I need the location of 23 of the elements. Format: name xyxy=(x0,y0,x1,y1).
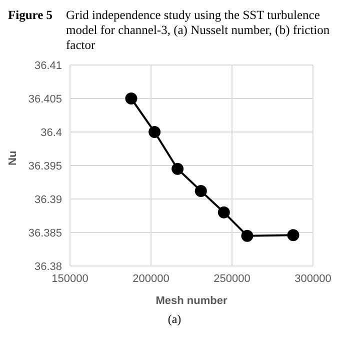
chart-subtitle: Grid independence study using the SST turbulence model for channel-3, (a) Nusselt number, (b) friction factor xyxy=(66,8,331,53)
y-tick-label: 36.38 xyxy=(34,260,62,273)
point xyxy=(287,229,300,242)
y-tick-label: 36.41 xyxy=(34,60,62,72)
y-tick-label: 36.39 xyxy=(34,194,62,206)
point xyxy=(125,92,138,104)
point xyxy=(194,184,207,197)
chart-title: Figure 5 xyxy=(8,8,54,24)
y-tick-label: 36.385 xyxy=(28,227,62,240)
y-axis-title: Nu xyxy=(6,150,19,166)
point xyxy=(218,206,230,218)
point xyxy=(148,126,161,138)
x-tick-label: 250000 xyxy=(214,272,250,285)
x-tick-label: 150000 xyxy=(52,272,88,285)
point xyxy=(172,162,184,175)
x-tick-label: 200000 xyxy=(132,272,170,285)
y-tick-label: 36.4 xyxy=(40,126,62,139)
x-tick-label: 300000 xyxy=(294,272,332,285)
point xyxy=(241,230,254,242)
x-axis-title: Mesh number xyxy=(156,295,228,307)
y-tick-label: 36.405 xyxy=(28,93,62,106)
text: (a) xyxy=(166,312,182,327)
y-tick-label: 36.395 xyxy=(28,160,62,172)
